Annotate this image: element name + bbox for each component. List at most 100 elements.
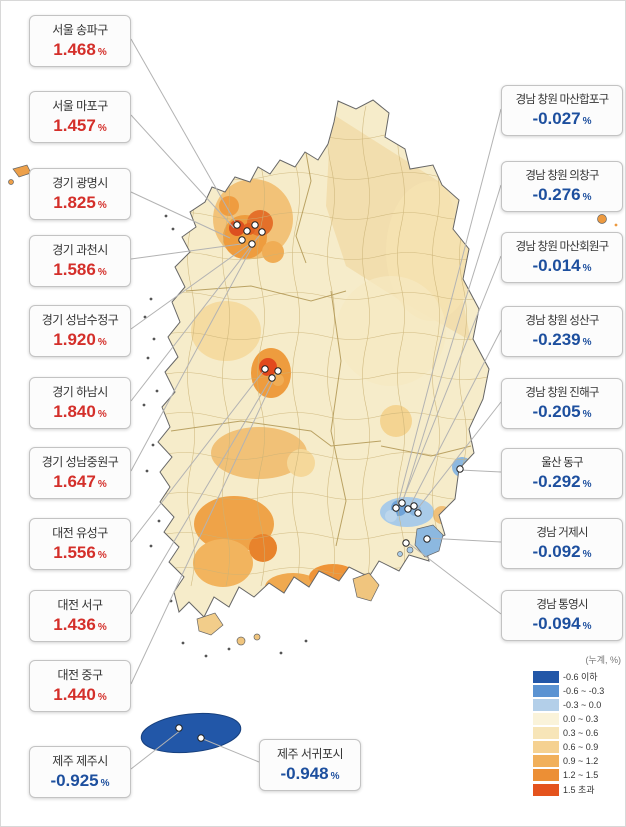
- region-label: 경기 과천시: [52, 243, 108, 257]
- callout-jeju-seogwipo: 제주 서귀포시 -0.948%: [259, 739, 361, 791]
- callout-changwon-jinhae: 경남 창원 진해구 -0.205%: [501, 378, 623, 429]
- value-label: 1.468%: [53, 40, 107, 59]
- percent-sign: %: [582, 192, 592, 203]
- percent-sign: %: [97, 550, 107, 561]
- jeju-island: [140, 712, 242, 754]
- callout-seoul-songpa: 서울 송파구 1.468%: [29, 15, 131, 67]
- legend-label: -0.6 ~ -0.3: [563, 686, 605, 696]
- value-label: -0.292%: [532, 472, 592, 491]
- value-label: 1.647%: [53, 472, 107, 491]
- percent-sign: %: [582, 479, 592, 490]
- legend-row: 0.3 ~ 0.6: [533, 727, 625, 739]
- percent-sign: %: [97, 47, 107, 58]
- region-label: 경남 창원 의창구: [525, 170, 599, 182]
- legend-swatch: [533, 670, 559, 683]
- region-label: 경남 통영시: [536, 599, 588, 611]
- value-label: 1.436%: [53, 615, 107, 634]
- callout-connector-lines: [130, 38, 502, 770]
- region-label: 경기 하남시: [52, 385, 108, 399]
- legend-label: 0.3 ~ 0.6: [563, 728, 599, 738]
- region-label: 울산 동구: [541, 457, 583, 469]
- legend-swatch: [533, 713, 559, 725]
- value-label: -0.925%: [50, 771, 110, 790]
- region-label: 경남 창원 마산회원구: [515, 241, 610, 253]
- legend-swatch: [533, 783, 559, 796]
- legend-swatch: [533, 755, 559, 767]
- region-label: 경남 창원 성산구: [525, 315, 599, 327]
- callout-seongnam-jungwon: 경기 성남중원구 1.647%: [29, 447, 131, 499]
- callout-changwon-seongsan: 경남 창원 성산구 -0.239%: [501, 306, 623, 357]
- region-label: 경남 창원 진해구: [525, 387, 599, 399]
- callout-gyeonggi-gwacheon: 경기 과천시 1.586%: [29, 235, 131, 287]
- region-label: 경기 성남중원구: [41, 455, 119, 469]
- region-label: 제주 서귀포시: [276, 747, 344, 761]
- callout-changwon-masanhoewon: 경남 창원 마산회원구 -0.014%: [501, 232, 623, 283]
- percent-sign: %: [582, 116, 592, 127]
- legend-label: -0.6 이하: [563, 672, 598, 682]
- region-label: 경남 창원 마산합포구: [515, 94, 610, 106]
- legend-label: -0.3 ~ 0.0: [563, 700, 602, 710]
- legend-label: 0.6 ~ 0.9: [563, 742, 599, 752]
- value-label: 1.586%: [53, 260, 107, 279]
- value-label: -0.094%: [532, 614, 592, 633]
- callout-ulsan-donggu: 울산 동구 -0.292%: [501, 448, 623, 499]
- small-islets: [142, 214, 308, 658]
- legend-row: 0.9 ~ 1.2: [533, 755, 625, 767]
- region-label: 대전 중구: [57, 668, 104, 682]
- percent-sign: %: [582, 337, 592, 348]
- region-label: 경남 거제시: [536, 527, 588, 539]
- map-legend: (누계, %) -0.6 이하 -0.6 ~ -0.3 -0.3 ~ 0.0 0…: [533, 653, 625, 798]
- value-label: -0.948%: [280, 764, 340, 783]
- percent-sign: %: [330, 771, 340, 782]
- region-label: 경기 성남수정구: [41, 313, 119, 327]
- percent-sign: %: [97, 692, 107, 703]
- legend-row: -0.3 ~ 0.0: [533, 699, 625, 711]
- value-label: -0.014%: [532, 256, 592, 275]
- callout-gyeonggi-gwangmyeong: 경기 광명시 1.825%: [29, 168, 131, 220]
- percent-sign: %: [582, 549, 592, 560]
- legend-row: 0.0 ~ 0.3: [533, 713, 625, 725]
- callout-seoul-mapo: 서울 마포구 1.457%: [29, 91, 131, 143]
- percent-sign: %: [97, 479, 107, 490]
- legend-label: 0.9 ~ 1.2: [563, 756, 599, 766]
- region-label: 대전 유성구: [52, 526, 108, 540]
- region-label: 서울 송파구: [52, 23, 108, 37]
- legend-swatch: [533, 685, 559, 697]
- value-label: 1.920%: [53, 330, 107, 349]
- region-label: 경기 광명시: [52, 176, 108, 190]
- value-label: -0.027%: [532, 109, 592, 128]
- legend-row: -0.6 이하: [533, 670, 625, 683]
- callout-jeju-jejusi: 제주 제주시 -0.925%: [29, 746, 131, 798]
- callout-gyeongnam-geoje: 경남 거제시 -0.092%: [501, 518, 623, 569]
- callout-changwon-masanhappo: 경남 창원 마산합포구 -0.027%: [501, 85, 623, 136]
- legend-swatch: [533, 741, 559, 753]
- legend-title: (누계, %): [585, 655, 621, 665]
- location-markers: [175, 221, 464, 742]
- percent-sign: %: [97, 267, 107, 278]
- legend-row: 0.6 ~ 0.9: [533, 741, 625, 753]
- callout-daejeon-junggu: 대전 중구 1.440%: [29, 660, 131, 712]
- legend-label: 0.0 ~ 0.3: [563, 714, 599, 724]
- value-label: 1.825%: [53, 193, 107, 212]
- value-label: -0.276%: [532, 185, 592, 204]
- legend-label: 1.5 초과: [563, 785, 595, 795]
- callout-changwon-uichang: 경남 창원 의창구 -0.276%: [501, 161, 623, 212]
- percent-sign: %: [97, 200, 107, 211]
- value-label: -0.205%: [532, 402, 592, 421]
- legend-row: -0.6 ~ -0.3: [533, 685, 625, 697]
- coastline: [157, 99, 490, 618]
- value-label: -0.092%: [532, 542, 592, 561]
- callout-daejeon-yuseong: 대전 유성구 1.556%: [29, 518, 131, 570]
- percent-sign: %: [582, 409, 592, 420]
- callout-gyeonggi-hanam: 경기 하남시 1.840%: [29, 377, 131, 429]
- legend-row: 1.2 ~ 1.5: [533, 769, 625, 781]
- percent-sign: %: [97, 337, 107, 348]
- value-label: 1.840%: [53, 402, 107, 421]
- region-label: 대전 서구: [57, 598, 104, 612]
- percent-sign: %: [97, 409, 107, 420]
- value-label: 1.457%: [53, 116, 107, 135]
- percent-sign: %: [582, 263, 592, 274]
- callout-seongnam-sujeong: 경기 성남수정구 1.920%: [29, 305, 131, 357]
